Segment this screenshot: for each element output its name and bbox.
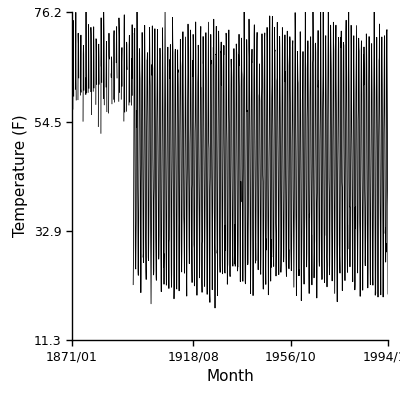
X-axis label: Month: Month	[206, 369, 254, 384]
Y-axis label: Temperature (F): Temperature (F)	[13, 115, 28, 237]
